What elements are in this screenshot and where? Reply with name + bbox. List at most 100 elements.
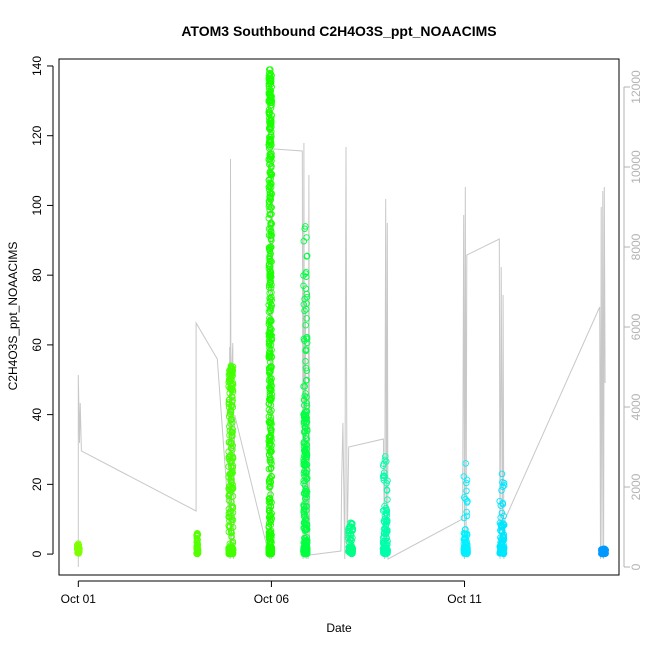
data-point	[265, 418, 273, 426]
data-point	[266, 544, 273, 551]
data-point	[267, 409, 274, 416]
data-point	[265, 231, 273, 239]
data-point	[268, 375, 275, 383]
data-point	[265, 465, 273, 473]
data-point	[379, 534, 387, 542]
primary-y-axis: 0 20 40 60 80 100 120 140	[30, 56, 54, 557]
data-point	[266, 119, 273, 126]
data-point	[382, 453, 389, 460]
data-point	[267, 417, 275, 424]
data-point	[303, 273, 310, 280]
data-point	[498, 487, 505, 494]
data-point	[463, 508, 470, 516]
data-point	[268, 545, 275, 553]
data-point	[267, 362, 275, 370]
data-point	[303, 461, 310, 468]
data-point	[266, 183, 274, 190]
data-point	[302, 223, 309, 230]
plot-frame	[58, 58, 620, 576]
data-point	[499, 532, 507, 539]
data-point	[381, 526, 389, 533]
data-point	[226, 396, 233, 403]
data-point	[348, 523, 355, 531]
data-point	[266, 433, 273, 440]
data-point	[267, 194, 274, 202]
secondary-tick-label: 6000	[629, 313, 643, 340]
data-point	[266, 340, 273, 347]
data-point	[381, 502, 388, 510]
data-point	[75, 549, 82, 556]
data-point	[301, 307, 308, 315]
data-point	[266, 332, 273, 340]
data-point	[383, 479, 390, 487]
data-point	[228, 476, 235, 483]
data-point	[381, 528, 388, 536]
data-point	[268, 219, 275, 227]
data-point	[225, 544, 233, 552]
data-point	[265, 351, 273, 359]
data-point	[227, 386, 235, 393]
data-point	[462, 495, 469, 503]
data-point	[460, 536, 468, 543]
data-point	[267, 447, 275, 455]
data-point	[301, 495, 309, 502]
y-tick-label: 60	[30, 338, 44, 352]
data-point	[225, 510, 233, 517]
data-point	[227, 411, 235, 418]
secondary-tick-label: 2000	[629, 473, 643, 500]
x-axis: Oct 01 Oct 06 Oct 11	[61, 580, 482, 606]
data-point	[303, 547, 311, 555]
data-point	[303, 546, 310, 554]
data-point	[266, 547, 274, 554]
data-point	[302, 424, 309, 431]
data-point	[460, 514, 468, 522]
data-point	[461, 547, 469, 554]
data-point	[227, 362, 235, 370]
data-point	[300, 383, 307, 390]
data-point	[265, 281, 273, 289]
data-point	[265, 145, 273, 152]
data-point	[268, 363, 275, 370]
data-point	[302, 432, 310, 439]
data-point	[267, 231, 275, 239]
data-point	[265, 337, 273, 345]
data-point	[304, 427, 311, 435]
chart-title: ATOM3 Southbound C2H4O3S_ppt_NOAACIMS	[181, 23, 496, 39]
data-point	[302, 358, 309, 365]
secondary-tick-label: 0	[629, 563, 643, 570]
y-axis-label: C2H4O3S_ppt_NOAACIMS	[6, 242, 20, 391]
data-point	[267, 274, 274, 281]
secondary-tick-label: 4000	[629, 393, 643, 420]
data-point	[265, 396, 273, 403]
data-point	[302, 515, 310, 522]
data-point	[300, 509, 308, 516]
data-point	[461, 534, 469, 542]
data-point	[229, 419, 236, 426]
data-point	[497, 523, 505, 530]
data-point	[268, 162, 275, 170]
data-point	[302, 321, 309, 329]
data-point	[266, 142, 273, 149]
data-point	[302, 377, 310, 384]
data-point	[381, 518, 388, 526]
data-point	[380, 517, 388, 525]
data-point	[267, 307, 274, 315]
data-point	[229, 538, 237, 545]
data-point	[302, 347, 309, 354]
data-point	[265, 477, 273, 485]
data-point	[194, 546, 201, 554]
x-tick-label: Oct 01	[61, 592, 97, 606]
data-point	[226, 389, 233, 397]
data-point	[225, 492, 233, 500]
data-point	[267, 204, 274, 211]
data-point	[225, 448, 232, 455]
data-point	[267, 491, 274, 498]
data-point	[267, 341, 275, 349]
data-point	[228, 529, 235, 537]
data-point	[303, 435, 310, 443]
data-point	[303, 252, 311, 260]
data-point	[462, 460, 469, 467]
data-point	[380, 460, 388, 467]
data-point	[193, 535, 201, 542]
